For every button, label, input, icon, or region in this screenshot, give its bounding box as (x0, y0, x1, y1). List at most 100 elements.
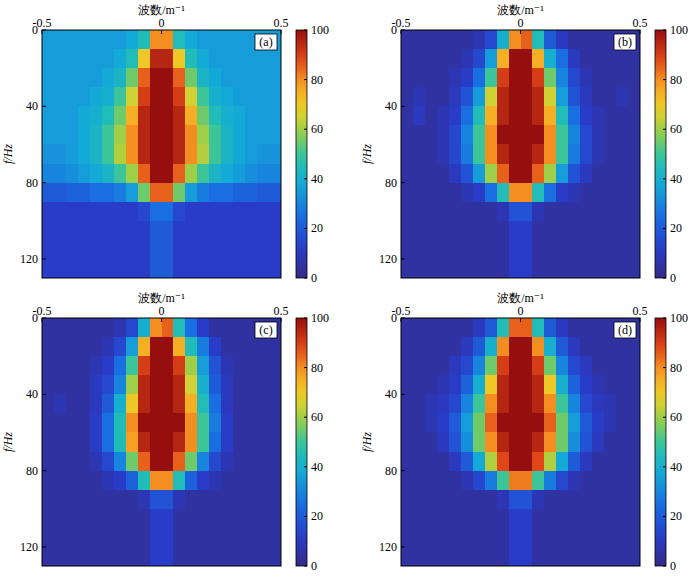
heat-cell (173, 144, 186, 164)
panel-label: (d) (618, 323, 632, 337)
figure-root: -0.500.5波数/m⁻¹04080120f/Hz(a)02040608010… (0, 0, 700, 580)
heat-cell (580, 164, 593, 184)
heat-cell (580, 259, 593, 278)
heat-cell (126, 183, 139, 203)
heat-cell (401, 452, 414, 472)
heat-cell (150, 547, 163, 566)
heat-cell (173, 490, 186, 510)
colorbar-tick-label: 0 (670, 271, 676, 285)
heat-cell (497, 509, 510, 529)
heat-cell (102, 394, 115, 414)
heat-cell (509, 144, 522, 164)
y-tick (42, 106, 46, 107)
heat-cell (185, 509, 198, 529)
heat-cell (54, 221, 67, 241)
heat-cell (628, 337, 640, 357)
heat-cell (461, 183, 474, 203)
heat-cell (197, 432, 210, 452)
heat-cell (425, 87, 438, 107)
heat-cell (162, 106, 175, 126)
heat-cell (90, 413, 103, 433)
heat-cell (604, 413, 617, 433)
x-tick-label: 0 (518, 16, 524, 30)
heat-cell (449, 144, 462, 164)
heat-cell (162, 259, 175, 278)
heat-cell (221, 240, 234, 260)
heat-cell (42, 471, 55, 491)
y-tick-label: 40 (26, 387, 38, 401)
heat-cell (461, 87, 474, 107)
heat-cell (401, 318, 414, 338)
heat-cell (257, 413, 270, 433)
heat-cell (425, 490, 438, 510)
heat-cell (102, 164, 115, 184)
heat-cell (126, 144, 139, 164)
heat-cell (401, 375, 414, 395)
heat-cell (556, 68, 569, 88)
heat-cell (66, 432, 79, 452)
heat-cell (568, 106, 581, 126)
heat-cell (556, 144, 569, 164)
heat-cell (66, 240, 79, 260)
heat-cell (209, 490, 222, 510)
heat-cell (616, 356, 629, 376)
heat-cell (54, 68, 67, 88)
heat-cell (497, 547, 510, 566)
heat-cell (628, 87, 640, 107)
heat-cell (497, 221, 510, 241)
heat-cell (485, 318, 498, 338)
heat-cell (616, 471, 629, 491)
heat-cell (568, 183, 581, 203)
heat-cell (257, 164, 270, 184)
heat-cell (521, 164, 534, 184)
plot-frame (42, 30, 281, 278)
heat-cell (138, 125, 151, 145)
heat-cell (173, 202, 186, 222)
heat-cell (473, 164, 486, 184)
heat-cell (521, 509, 534, 529)
heat-cell (66, 394, 79, 414)
heat-cell (521, 183, 534, 203)
heat-cell (221, 106, 234, 126)
heat-cell (437, 528, 450, 548)
heat-cell (78, 432, 91, 452)
colorbar-tick (663, 30, 666, 31)
heat-cell (485, 528, 498, 548)
heat-cell (521, 30, 534, 50)
heat-cell (126, 509, 139, 529)
x-tick (520, 30, 521, 34)
heat-cell (173, 125, 186, 145)
heat-cell (257, 394, 270, 414)
heat-cell (185, 528, 198, 548)
heat-cell (54, 337, 67, 357)
heat-cell (437, 432, 450, 452)
y-tick-label: 0 (32, 23, 38, 37)
heat-cell (521, 375, 534, 395)
heat-cell (473, 356, 486, 376)
heat-cell (245, 337, 258, 357)
colorbar-tick-label: 20 (670, 221, 682, 235)
heat-cell (221, 318, 234, 338)
heat-cell (497, 202, 510, 222)
heat-cell (616, 164, 629, 184)
heat-cell (42, 452, 55, 472)
heat-cell (592, 202, 605, 222)
heat-cell (556, 240, 569, 260)
heat-cell (269, 164, 281, 184)
heat-cell (66, 318, 79, 338)
heat-cell (245, 509, 258, 529)
heat-cell (221, 202, 234, 222)
heat-cell (66, 49, 79, 69)
heat-cell (185, 547, 198, 566)
heat-cell (413, 221, 426, 241)
colorbar-tick (304, 367, 307, 368)
heat-cell (90, 240, 103, 260)
heat-cell (209, 337, 222, 357)
heat-cell (126, 490, 139, 510)
heat-cell (532, 413, 545, 433)
heat-cell (126, 49, 139, 69)
heat-cell (257, 259, 270, 278)
heat-cell (150, 144, 163, 164)
heat-cell (185, 164, 198, 184)
heat-cell (126, 259, 139, 278)
